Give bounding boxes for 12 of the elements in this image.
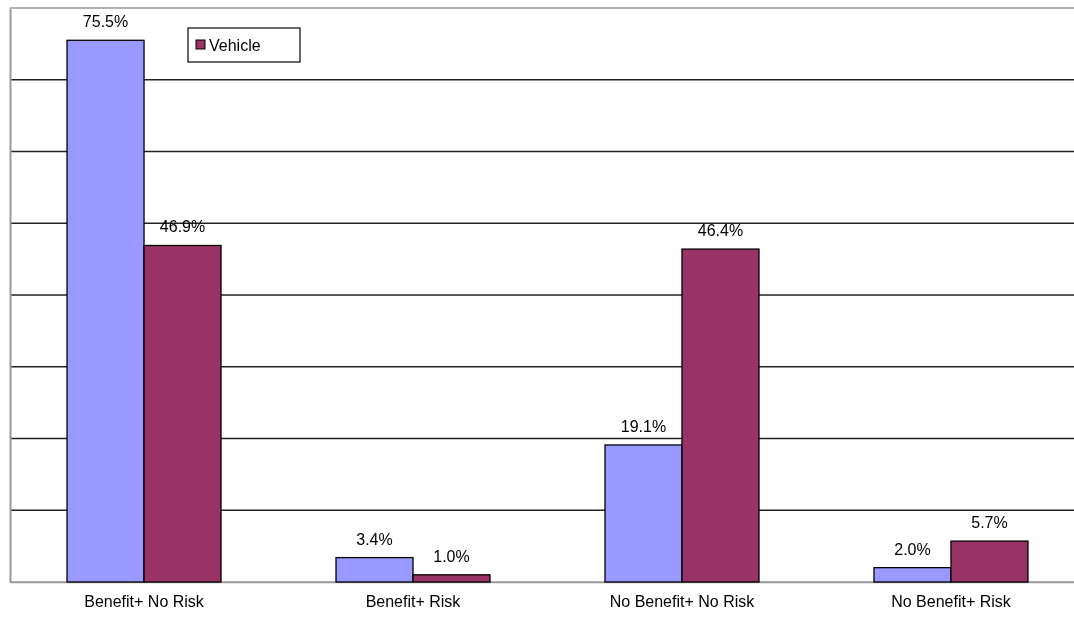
data-label: 19.1% — [620, 417, 667, 435]
x-tick-label: Benefit+ No Risk — [84, 592, 205, 610]
data-label: 75.5% — [82, 13, 129, 31]
x-tick-label: No Benefit+ Risk — [891, 592, 1012, 610]
data-label: 2.0% — [894, 540, 931, 558]
data-label: 3.4% — [356, 530, 393, 548]
data-label: 5.7% — [971, 514, 1008, 532]
data-label: 1.0% — [433, 547, 470, 565]
legend-label: Vehicle — [209, 37, 261, 54]
data-label: 46.4% — [697, 222, 744, 240]
x-tick-label: No Benefit+ No Risk — [609, 592, 756, 610]
x-tick-label: Benefit+ Risk — [365, 592, 462, 610]
